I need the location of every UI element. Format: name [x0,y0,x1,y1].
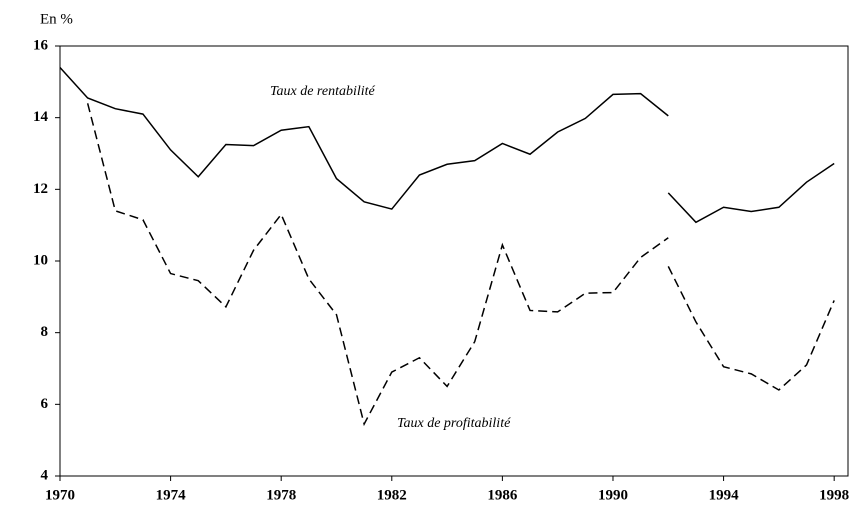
series-line [59,66,835,224]
series-line [86,103,835,427]
x-tick-label: 1974 [156,487,187,503]
x-tick-label: 1998 [819,487,849,503]
y-tick-label: 12 [33,181,48,197]
y-tick-label: 4 [41,467,49,483]
series-annotation: Taux de rentabilité [270,84,376,99]
y-tick-label: 14 [33,109,49,125]
y-tick-label: 16 [33,37,49,53]
x-tick-label: 1990 [598,487,628,503]
x-tick-label: 1986 [487,487,518,503]
series-annotation: Taux de profitabilité [397,416,511,431]
y-axis-label: En % [40,11,73,27]
x-tick-label: 1982 [377,487,407,503]
x-tick-label: 1978 [266,487,296,503]
plot-frame [59,45,849,477]
x-tick-label: 1970 [45,487,75,503]
y-tick-label: 8 [41,324,49,340]
x-tick-label: 1994 [709,487,740,503]
y-tick-label: 6 [41,396,49,412]
y-tick-label: 10 [33,252,48,268]
